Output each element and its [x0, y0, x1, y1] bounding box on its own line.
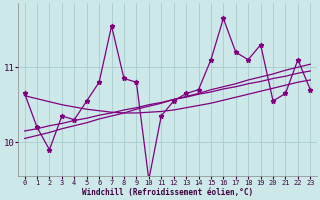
X-axis label: Windchill (Refroidissement éolien,°C): Windchill (Refroidissement éolien,°C)	[82, 188, 253, 197]
